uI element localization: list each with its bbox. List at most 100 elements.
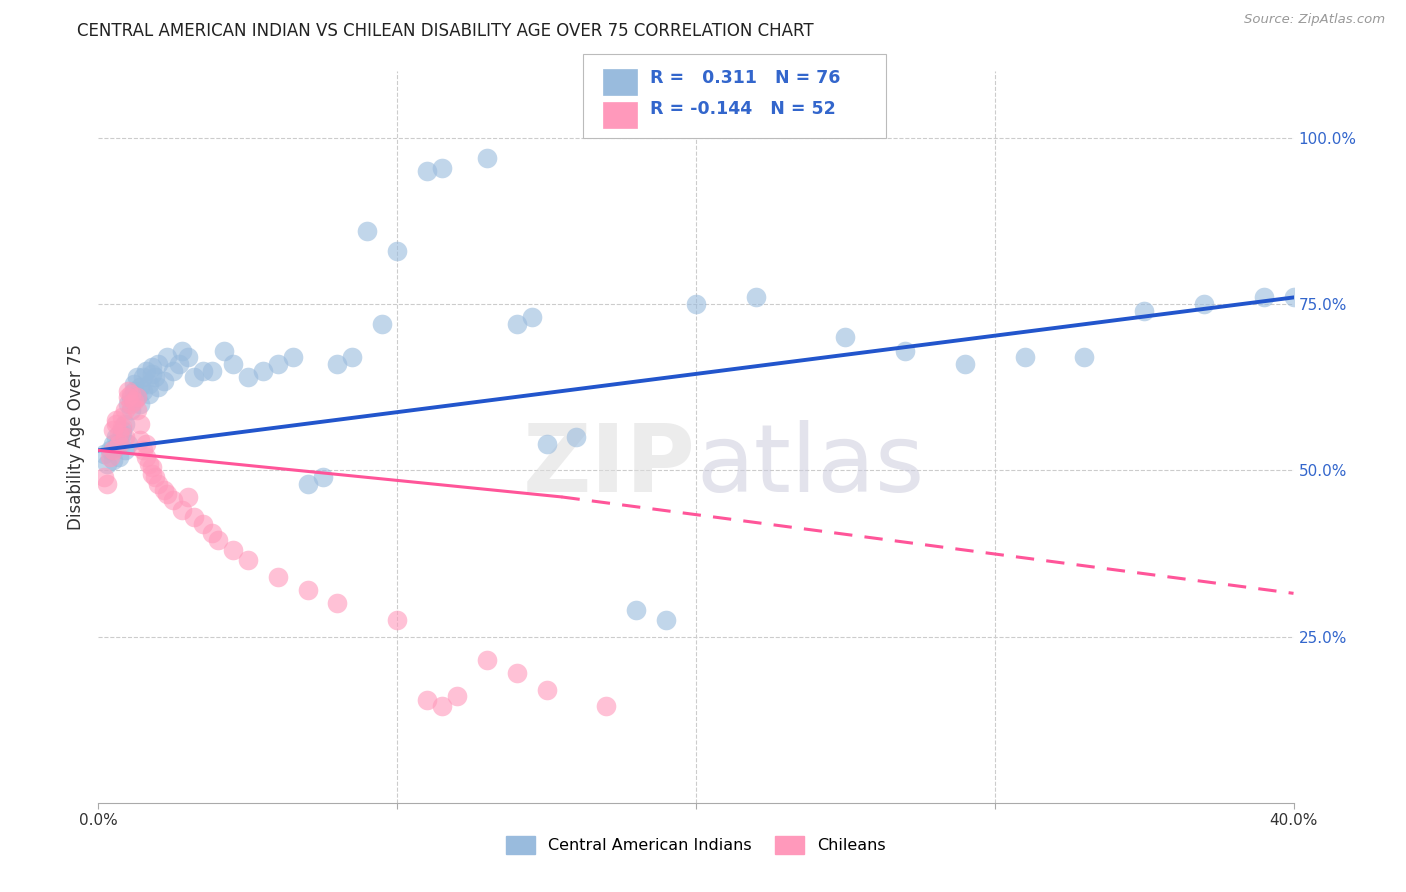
Point: [162, 493, 184, 508]
Point: [111, 420, 134, 434]
Point: [117, 390, 139, 404]
Point: [103, 453, 125, 467]
Point: [138, 387, 160, 401]
Point: [222, 543, 245, 558]
Point: [267, 570, 290, 584]
Point: [127, 403, 149, 417]
Point: [371, 317, 394, 331]
Text: R = -0.144   N = 52: R = -0.144 N = 52: [650, 100, 835, 118]
Point: [565, 430, 588, 444]
Point: [127, 370, 149, 384]
Point: [111, 410, 134, 425]
Point: [98, 443, 122, 458]
Point: [93, 470, 115, 484]
Point: [311, 470, 333, 484]
Point: [177, 490, 200, 504]
Point: [685, 297, 707, 311]
Point: [297, 582, 319, 597]
Point: [120, 387, 142, 401]
Point: [183, 370, 205, 384]
Point: [153, 483, 176, 498]
Point: [536, 436, 558, 450]
Point: [120, 390, 142, 404]
Point: [105, 417, 128, 431]
Point: [177, 351, 200, 365]
Point: [356, 224, 378, 238]
Point: [1014, 351, 1036, 365]
Point: [156, 486, 179, 500]
Point: [117, 384, 139, 398]
Point: [222, 357, 245, 371]
Point: [117, 436, 139, 450]
Point: [127, 390, 149, 404]
Point: [141, 360, 163, 375]
Point: [111, 424, 134, 438]
Point: [1253, 290, 1275, 304]
Point: [129, 397, 152, 411]
Point: [96, 457, 118, 471]
Point: [135, 450, 157, 464]
Point: [595, 699, 617, 714]
Point: [167, 357, 190, 371]
Point: [148, 357, 170, 371]
Point: [93, 447, 115, 461]
Point: [132, 370, 155, 384]
Point: [342, 351, 364, 365]
Text: ZIP: ZIP: [523, 420, 696, 512]
Point: [141, 460, 163, 475]
Point: [252, 363, 274, 377]
Point: [103, 424, 125, 438]
Text: CENTRAL AMERICAN INDIAN VS CHILEAN DISABILITY AGE OVER 75 CORRELATION CHART: CENTRAL AMERICAN INDIAN VS CHILEAN DISAB…: [77, 22, 814, 40]
Point: [108, 450, 131, 464]
Point: [281, 351, 304, 365]
Point: [132, 384, 155, 398]
Point: [129, 417, 152, 431]
Point: [385, 244, 409, 258]
Point: [506, 317, 529, 331]
Point: [506, 666, 529, 681]
Point: [98, 450, 122, 464]
Point: [201, 526, 224, 541]
Point: [114, 443, 136, 458]
Text: R =   0.311   N = 76: R = 0.311 N = 76: [650, 69, 839, 87]
Point: [141, 467, 163, 481]
Point: [162, 363, 184, 377]
Point: [326, 357, 349, 371]
Point: [626, 603, 648, 617]
Point: [143, 470, 166, 484]
Point: [953, 357, 976, 371]
Point: [297, 476, 319, 491]
Point: [143, 370, 166, 384]
Point: [1073, 351, 1095, 365]
Point: [236, 370, 259, 384]
Point: [103, 436, 125, 450]
Point: [117, 397, 139, 411]
Point: [96, 476, 118, 491]
Point: [148, 380, 170, 394]
Point: [416, 164, 439, 178]
Point: [536, 682, 558, 697]
Point: [894, 343, 917, 358]
Point: [105, 413, 128, 427]
Point: [111, 426, 134, 441]
Point: [124, 376, 146, 391]
Point: [416, 692, 439, 706]
Point: [124, 384, 146, 398]
Y-axis label: Disability Age Over 75: Disability Age Over 75: [66, 344, 84, 530]
Point: [191, 363, 214, 377]
Point: [108, 436, 131, 450]
Point: [114, 417, 136, 431]
Point: [385, 613, 409, 627]
Point: [153, 374, 176, 388]
Point: [1133, 303, 1156, 318]
Point: [520, 310, 543, 325]
Legend: Central American Indians, Chileans: Central American Indians, Chileans: [501, 830, 891, 861]
Point: [124, 393, 146, 408]
Point: [201, 363, 224, 377]
Point: [120, 403, 142, 417]
Point: [745, 290, 768, 304]
Point: [1282, 290, 1305, 304]
Point: [207, 533, 229, 548]
Point: [475, 653, 498, 667]
Point: [172, 343, 194, 358]
